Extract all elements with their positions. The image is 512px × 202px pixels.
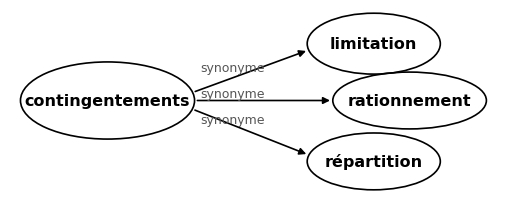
Text: rationnement: rationnement	[348, 94, 472, 108]
Text: répartition: répartition	[325, 154, 423, 169]
Text: synonyme: synonyme	[201, 114, 265, 127]
Text: synonyme: synonyme	[201, 87, 265, 100]
Text: synonyme: synonyme	[201, 61, 265, 74]
Text: limitation: limitation	[330, 37, 417, 52]
Text: contingentements: contingentements	[25, 94, 190, 108]
